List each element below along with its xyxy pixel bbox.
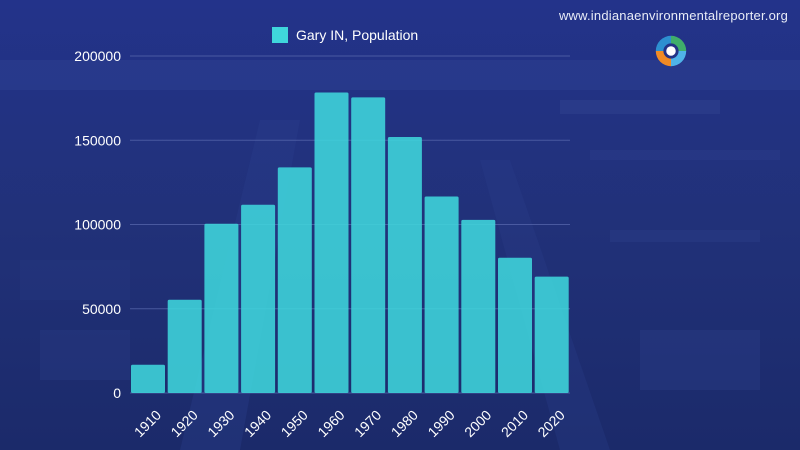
x-tick-label-2020: 2020	[534, 407, 567, 440]
bar-2000	[461, 219, 496, 393]
legend: Gary IN, Population	[272, 27, 418, 43]
bar-1980	[387, 136, 422, 393]
indiana-environmental-reporter-logo	[655, 35, 687, 67]
bar-1960	[314, 92, 349, 394]
legend-swatch	[272, 27, 288, 43]
bar-1910	[131, 364, 165, 393]
x-tick-label-2000: 2000	[461, 407, 494, 440]
y-axis-ticks: 0 50000 100000 150000 200000	[74, 48, 121, 401]
site-url[interactable]: www.indianaenvironmentalreporter.org	[558, 8, 788, 23]
x-tick-label-1990: 1990	[424, 407, 457, 440]
x-tick-label-1980: 1980	[388, 407, 421, 440]
y-tick-label: 50000	[82, 301, 121, 317]
x-tick-label-1970: 1970	[351, 407, 384, 440]
y-tick-label: 0	[113, 385, 121, 401]
bar-1970	[351, 97, 386, 394]
x-axis-ticks: 1910 1920 1930 1940 1950 1960 1970 1980 1990 2000…	[131, 407, 568, 440]
x-tick-label-2010: 2010	[498, 407, 531, 440]
x-tick-label-1940: 1940	[241, 407, 274, 440]
y-tick-label: 100000	[74, 217, 121, 233]
bar-2010	[498, 257, 532, 393]
legend-label: Gary IN, Population	[296, 27, 418, 43]
bar-1950	[277, 167, 312, 393]
x-tick-label-1910: 1910	[131, 407, 164, 440]
y-tick-label: 200000	[74, 48, 121, 64]
bar-1930	[204, 223, 239, 393]
x-tick-label-1930: 1930	[204, 407, 237, 440]
gridlines	[130, 55, 570, 394]
y-tick-label: 150000	[74, 132, 121, 148]
bars	[131, 92, 569, 394]
bar-1920	[167, 299, 202, 393]
bar-1990	[424, 196, 459, 393]
bar-2020	[534, 276, 569, 393]
x-tick-label-1960: 1960	[314, 407, 347, 440]
x-tick-label-1950: 1950	[278, 407, 311, 440]
bar-1940	[241, 204, 276, 393]
x-tick-label-1920: 1920	[167, 407, 200, 440]
